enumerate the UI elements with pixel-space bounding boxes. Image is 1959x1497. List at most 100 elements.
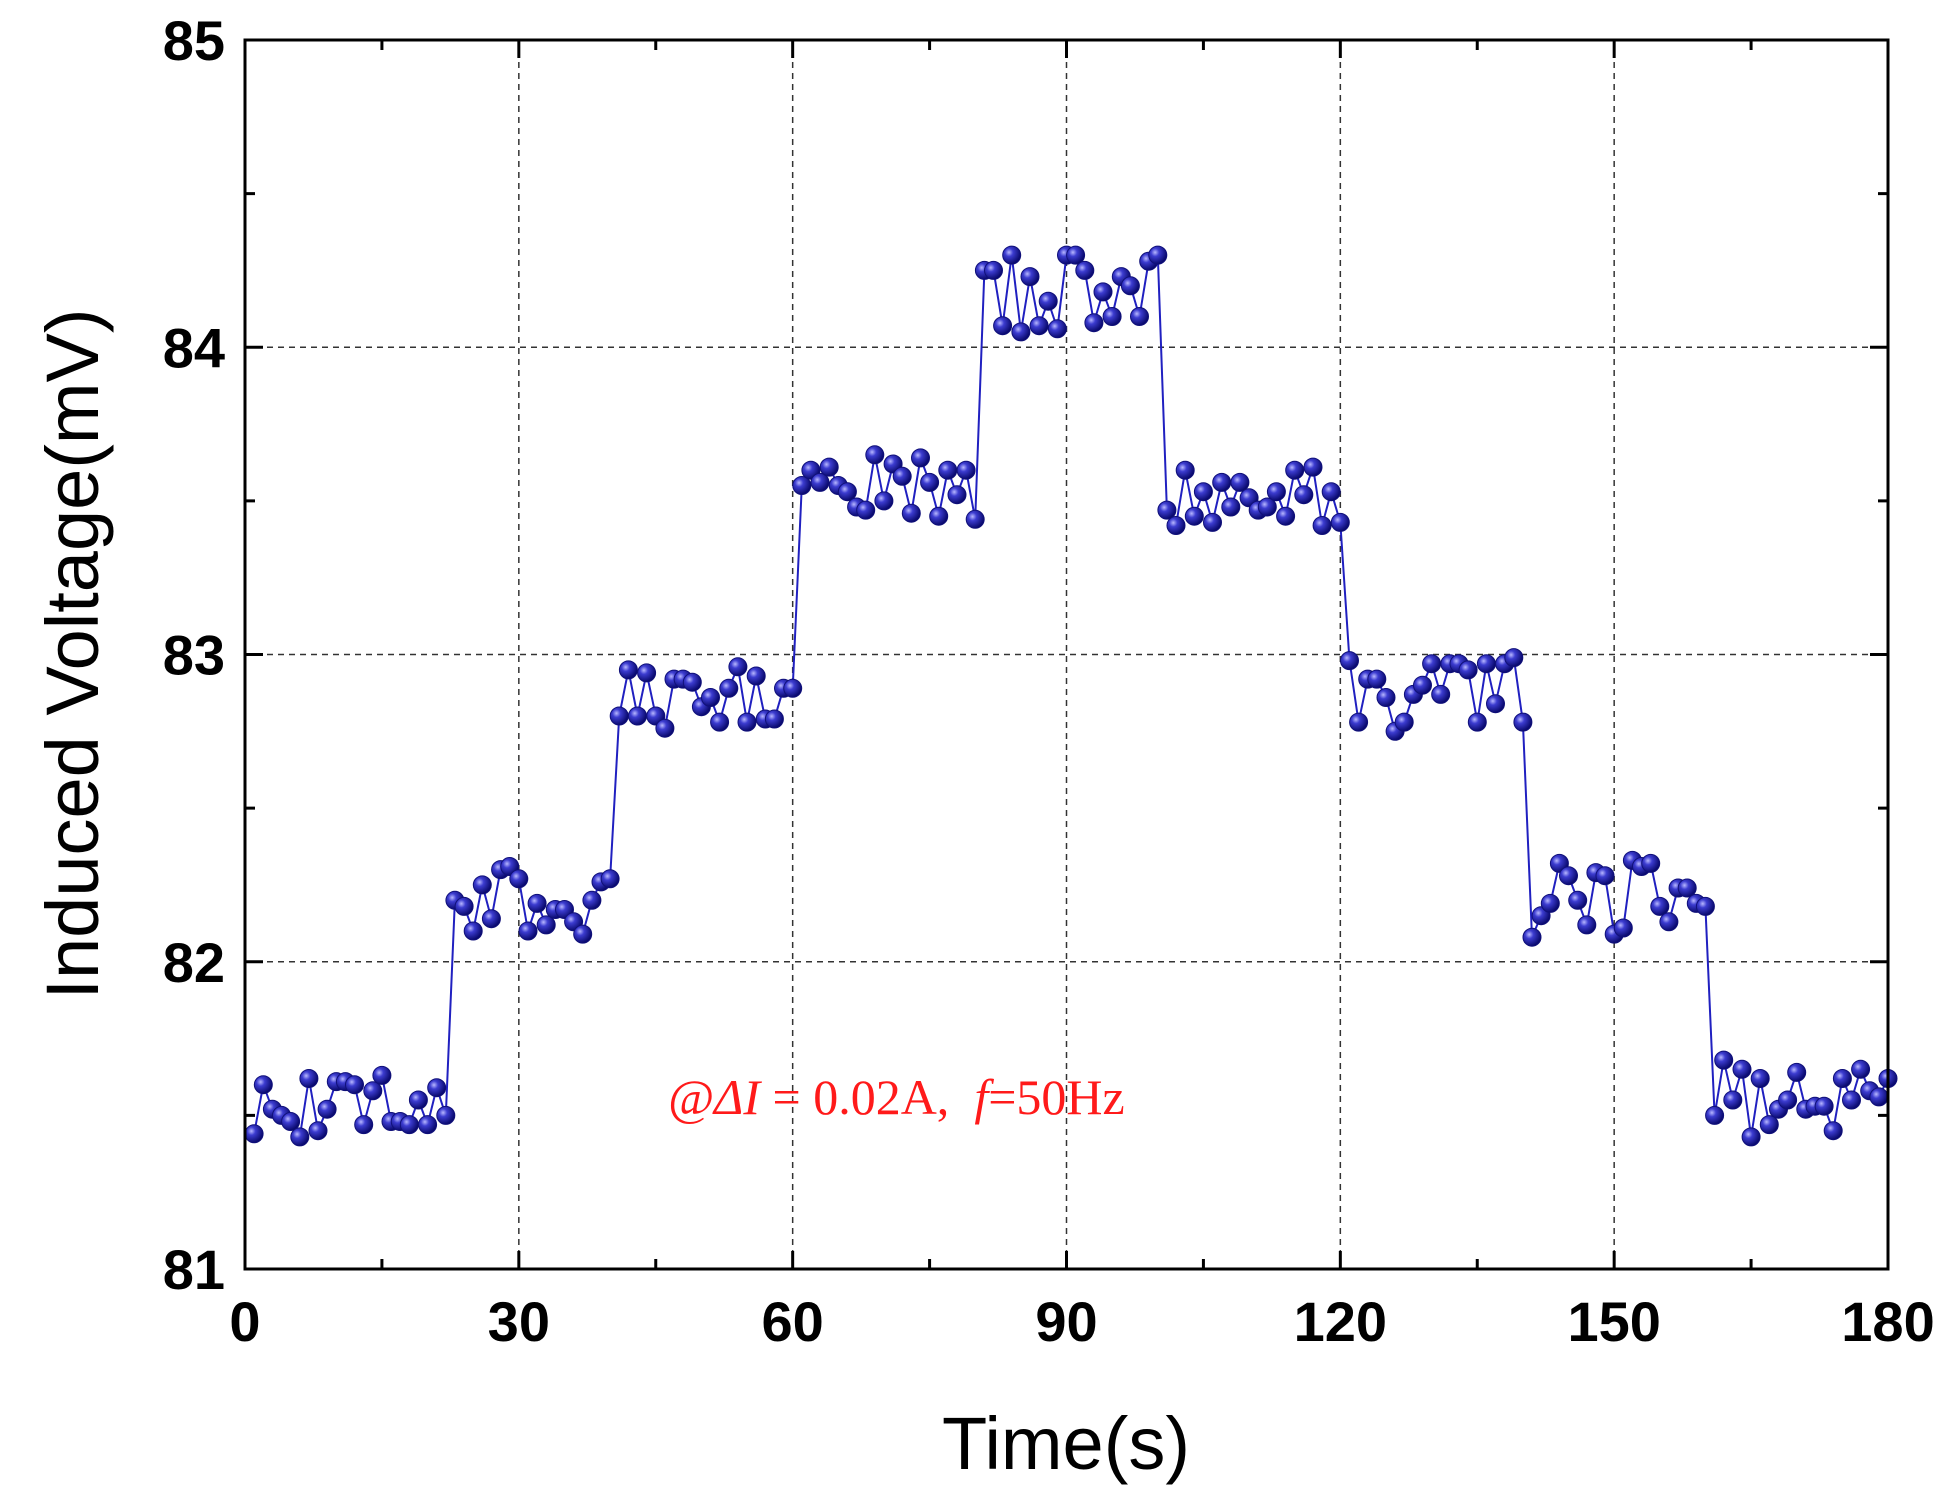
data-point <box>536 915 556 935</box>
data-point <box>1723 1090 1743 1110</box>
data-point <box>682 672 702 692</box>
annotation-frequency: =50Hz <box>988 1069 1125 1125</box>
data-point <box>1203 512 1222 532</box>
data-point <box>472 875 492 895</box>
data-point <box>792 476 812 495</box>
data-point <box>1787 1062 1807 1082</box>
data-point <box>1823 1121 1843 1141</box>
x-tick-label: 30 <box>488 1290 550 1353</box>
data-point <box>1814 1096 1834 1116</box>
data-point <box>618 660 638 680</box>
data-point <box>518 921 538 941</box>
data-point <box>874 491 894 511</box>
data-point <box>1212 472 1232 492</box>
y-tick-label: 83 <box>163 624 225 687</box>
data-point <box>1340 651 1359 671</box>
data-point <box>1020 267 1040 287</box>
data-point <box>1869 1087 1889 1107</box>
y-tick-label: 85 <box>163 9 225 72</box>
data-point <box>527 893 547 913</box>
data-point <box>1486 694 1505 714</box>
data-point <box>1266 482 1286 502</box>
data-point <box>1842 1090 1861 1110</box>
data-point <box>1504 648 1524 668</box>
data-point <box>1321 482 1341 502</box>
data-point <box>1714 1050 1734 1070</box>
data-point <box>1422 654 1442 674</box>
data-point <box>783 678 803 698</box>
data-point <box>1851 1059 1871 1079</box>
data-point <box>1431 684 1451 704</box>
data-point <box>1367 669 1387 689</box>
data-point <box>1705 1105 1725 1125</box>
data-point <box>1540 893 1560 913</box>
data-series <box>244 245 1898 1147</box>
data-point <box>637 663 657 683</box>
data-point <box>1458 660 1478 680</box>
data-point <box>1221 497 1241 517</box>
data-point <box>436 1105 456 1125</box>
data-point <box>281 1112 301 1131</box>
data-point <box>1759 1115 1779 1135</box>
data-point <box>418 1115 438 1135</box>
data-point <box>1613 918 1633 938</box>
data-point <box>1476 654 1496 674</box>
data-point <box>929 506 949 526</box>
data-point <box>1294 485 1314 505</box>
data-point <box>253 1075 273 1095</box>
data-point <box>1002 245 1022 265</box>
data-point <box>1011 322 1031 342</box>
data-point <box>1778 1090 1798 1110</box>
data-point <box>1066 245 1086 265</box>
data-point <box>1413 675 1432 695</box>
data-point <box>956 460 976 480</box>
data-point <box>1120 276 1140 296</box>
data-point <box>701 688 720 707</box>
x-tick-label: 60 <box>762 1290 824 1353</box>
x-axis-title: Time(s) <box>942 1402 1190 1485</box>
plot-frame <box>243 38 1890 1271</box>
y-tick-label: 84 <box>163 316 225 379</box>
data-point <box>1047 319 1067 339</box>
data-point <box>1559 866 1578 886</box>
data-point <box>1184 506 1204 526</box>
data-point <box>1732 1059 1752 1079</box>
data-point <box>819 457 839 477</box>
grid-lines <box>245 40 1888 1269</box>
data-point <box>865 445 885 465</box>
data-point <box>1312 516 1332 535</box>
data-point <box>1157 500 1177 520</box>
data-point <box>354 1115 374 1135</box>
data-point <box>1832 1069 1852 1088</box>
data-point <box>509 869 529 889</box>
data-point <box>1741 1127 1761 1147</box>
data-point <box>317 1099 337 1119</box>
data-point <box>856 500 876 520</box>
data-point <box>408 1090 428 1110</box>
data-point <box>573 924 593 944</box>
data-point <box>710 712 730 732</box>
data-point <box>1093 282 1113 302</box>
data-point <box>1750 1069 1770 1088</box>
data-point <box>837 482 857 502</box>
series-line <box>253 253 1889 1140</box>
data-point <box>1650 896 1670 916</box>
data-point <box>1330 512 1350 532</box>
y-tick-label: 82 <box>163 931 225 994</box>
data-point <box>1467 712 1487 732</box>
annotation-delta-i: ΔI <box>712 1069 762 1125</box>
data-point <box>938 460 958 480</box>
x-tick-label: 90 <box>1035 1290 1097 1353</box>
data-point <box>299 1069 319 1088</box>
data-point <box>345 1075 364 1095</box>
x-tick-label: 120 <box>1294 1290 1387 1353</box>
data-point <box>399 1115 419 1135</box>
data-point <box>244 1124 264 1144</box>
data-point <box>993 316 1013 336</box>
data-point <box>609 706 629 726</box>
data-point <box>1038 291 1058 311</box>
data-point <box>481 909 501 929</box>
data-point <box>728 657 748 677</box>
data-point <box>454 896 474 916</box>
data-point <box>1276 506 1296 526</box>
